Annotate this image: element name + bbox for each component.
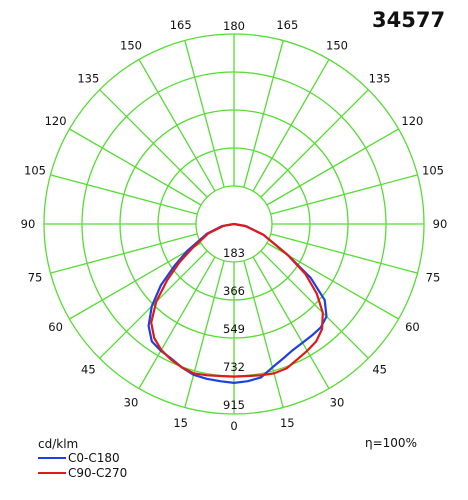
legend-label-c0-c180: C0-C180	[68, 450, 120, 465]
grid-spoke	[252, 59, 330, 192]
legend-item-c0-c180: C0-C180	[38, 450, 127, 465]
angle-label: 150	[326, 39, 348, 53]
angle-labels: 0 15 15 30 30 45 45 60 60 75 75 90 90 105 105 120 120 135…	[21, 18, 448, 433]
grid-spoke	[99, 89, 208, 198]
angle-label: 45	[372, 363, 387, 377]
angle-label: 165	[170, 18, 192, 32]
angle-label: 60	[405, 320, 420, 334]
legend-swatch-c90-c270	[38, 471, 66, 474]
grid-spoke	[184, 40, 225, 188]
grid-spoke	[69, 128, 202, 206]
radial-tick-label: 732	[223, 360, 245, 374]
grid-spoke	[50, 233, 198, 274]
grid-spoke	[243, 260, 284, 408]
legend-label-c90-c270: C90-C270	[68, 465, 128, 480]
angle-label: 15	[173, 416, 188, 430]
angle-label: 150	[120, 39, 142, 53]
angle-label: 105	[422, 164, 444, 178]
chart-id-label: 34577	[372, 8, 446, 32]
angle-label: 30	[330, 395, 345, 409]
radial-tick-label: 183	[223, 246, 245, 260]
curves	[147, 222, 328, 384]
angle-label: 135	[369, 71, 391, 85]
legend: C0-C180 C90-C270	[38, 450, 127, 480]
angle-label: 45	[81, 363, 96, 377]
unit-label: cd/klm	[38, 437, 79, 451]
angle-label: 180	[223, 19, 245, 33]
grid-spoke	[260, 250, 369, 359]
angle-label: 120	[45, 114, 67, 128]
grid-spoke	[243, 40, 284, 188]
radial-tick-label: 915	[223, 398, 245, 412]
grid-spoke	[270, 233, 418, 274]
angle-label: 60	[48, 320, 63, 334]
angle-label: 75	[28, 270, 43, 284]
grid-spoke	[50, 174, 198, 215]
angle-label: 0	[230, 419, 237, 433]
grid-spoke	[138, 256, 216, 389]
grid-spoke	[184, 260, 225, 408]
series-curve-c90-c270	[150, 222, 324, 378]
angle-label: 135	[77, 71, 99, 85]
grid-spoke	[260, 89, 369, 198]
angle-label: 75	[426, 270, 441, 284]
angle-label: 120	[401, 114, 423, 128]
angle-label: 30	[124, 395, 139, 409]
angle-label: 105	[24, 164, 46, 178]
angle-label: 90	[433, 217, 448, 231]
angle-label: 15	[280, 416, 295, 430]
grid-spoke	[266, 128, 399, 206]
angle-label: 90	[21, 217, 36, 231]
radial-tick-label: 549	[223, 322, 245, 336]
radial-tick-labels: 183 366 549 732 915	[223, 246, 245, 412]
grid-spoke	[69, 242, 202, 320]
series-curve-c0-c180	[147, 222, 328, 384]
angle-label: 165	[276, 18, 298, 32]
legend-swatch-c0-c180	[38, 456, 66, 459]
grid-spoke	[270, 174, 418, 215]
legend-item-c90-c270: C90-C270	[38, 465, 127, 480]
radial-tick-label: 366	[223, 284, 245, 298]
grid-spoke	[252, 256, 330, 389]
efficiency-label: η=100%	[365, 436, 417, 450]
grid-spoke	[138, 59, 216, 192]
